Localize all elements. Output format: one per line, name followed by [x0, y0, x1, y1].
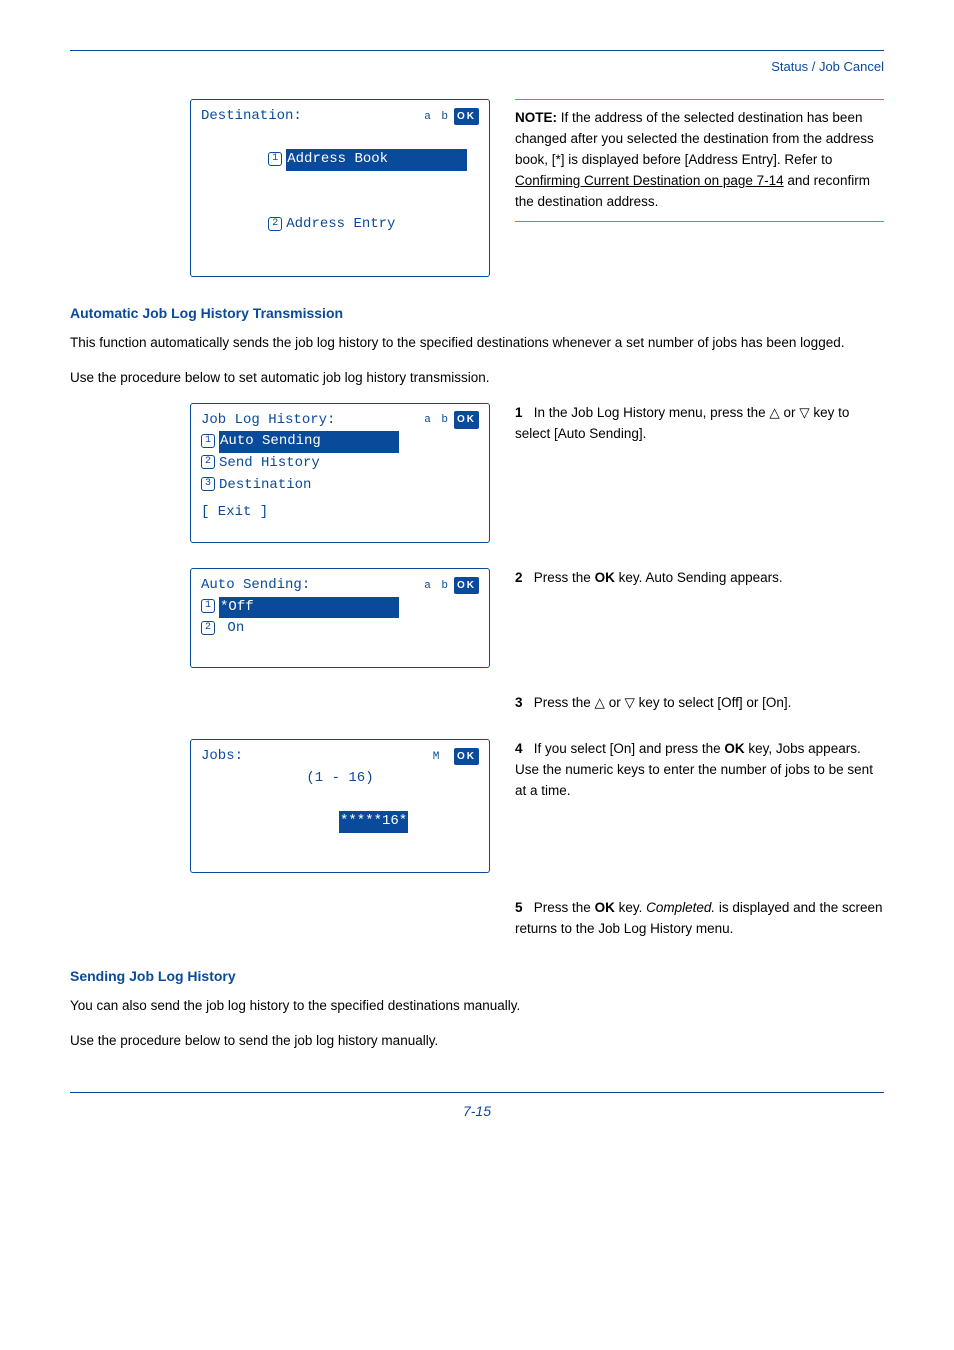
- lcd-title: Destination:: [201, 106, 302, 128]
- lcd-range: (1 - 16): [201, 768, 479, 790]
- nav-glyphs: a bOK: [424, 108, 479, 126]
- step3-text: Press the △ or ▽ key to select [Off] or …: [534, 695, 792, 710]
- step2-t3: key. Auto Sending appears.: [615, 570, 783, 585]
- num-badge: 1: [268, 152, 282, 166]
- note-block: NOTE: If the address of the selected des…: [515, 99, 884, 222]
- lcd-title: Auto Sending:: [201, 575, 310, 597]
- lcd-jobs: Jobs: M OK (1 - 16) *****16*: [190, 739, 490, 873]
- step-number: 1: [515, 405, 523, 420]
- lcd-value: *****16*: [339, 811, 408, 833]
- step1-text: In the Job Log History menu, press the △…: [515, 405, 849, 441]
- num-badge: 2: [268, 217, 282, 231]
- section-heading-auto: Automatic Job Log History Transmission: [70, 305, 884, 321]
- section-send-p2: Use the procedure below to send the job …: [70, 1031, 884, 1052]
- note-text: If the address of the selected destinati…: [515, 110, 874, 167]
- lcd-line: Address Entry: [286, 216, 395, 232]
- note-label: NOTE:: [515, 110, 557, 125]
- lcd-job-log-history: Job Log History: a bOK 1Auto Sending 2Se…: [190, 403, 490, 543]
- section-send-p1: You can also send the job log history to…: [70, 996, 884, 1017]
- step-number: 3: [515, 695, 523, 710]
- section-auto-p2: Use the procedure below to set automatic…: [70, 368, 884, 389]
- step4-ok: OK: [724, 741, 744, 756]
- header-section-title: Status / Job Cancel: [70, 59, 884, 74]
- step-number: 5: [515, 900, 523, 915]
- step5-t1: Press the: [534, 900, 595, 915]
- step-number: 2: [515, 570, 523, 585]
- note-link[interactable]: Confirming Current Destination on page 7…: [515, 173, 784, 188]
- lcd-title: Job Log History:: [201, 410, 335, 432]
- page-number: 7-15: [70, 1103, 884, 1119]
- lcd-line-highlight: Address Book: [286, 149, 389, 171]
- lcd-title: Jobs:: [201, 746, 243, 768]
- lcd-auto-sending: Auto Sending: a bOK 1*Off 2 On: [190, 568, 490, 668]
- step2-ok: OK: [595, 570, 615, 585]
- step-number: 4: [515, 741, 523, 756]
- section-heading-send: Sending Job Log History: [70, 968, 884, 984]
- lcd-exit: [ Exit ]: [201, 502, 479, 524]
- lcd-destination: Destination: a bOK 1 Address Book 2 Addres…: [190, 99, 490, 277]
- section-auto-p1: This function automatically sends the jo…: [70, 333, 884, 354]
- step2-t1: Press the: [534, 570, 595, 585]
- step4-t1: If you select [On] and press the: [534, 741, 725, 756]
